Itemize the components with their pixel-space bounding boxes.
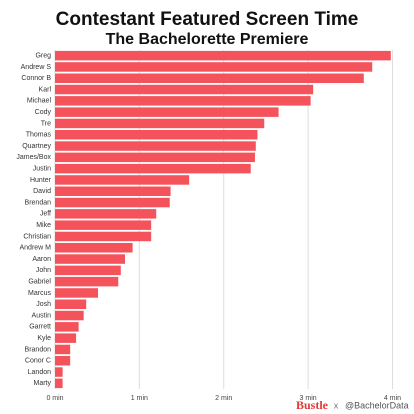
bar	[55, 84, 314, 95]
bar	[55, 197, 170, 208]
y-tick-label: Austin	[32, 312, 52, 319]
bar	[55, 96, 311, 106]
footer-separator: x	[334, 400, 339, 410]
bar	[55, 141, 256, 151]
chart-subtitle: The Bachelorette Premiere	[106, 31, 309, 48]
x-tick-label: 4 min	[384, 395, 401, 402]
y-tick-label: Andrew M	[19, 245, 51, 252]
bar	[55, 73, 364, 83]
x-tick-label: 1 min	[131, 395, 148, 402]
y-tick-label: Connor B	[21, 75, 51, 82]
y-tick-label: Brandon	[25, 346, 52, 353]
bar	[55, 163, 251, 174]
footer-handle: @BachelorData	[345, 400, 409, 410]
footer-brand: Bustle	[296, 398, 329, 412]
y-tick-label: Andrew S	[21, 64, 52, 71]
bar	[55, 378, 63, 389]
bar	[55, 265, 121, 276]
x-tick-label: 3 min	[300, 395, 317, 402]
chart-title: Contestant Featured Screen Time	[56, 9, 359, 30]
y-tick-label: Brendan	[25, 199, 52, 206]
bar	[55, 220, 152, 230]
bar	[55, 299, 87, 309]
x-tick-label: 2 min	[215, 395, 232, 402]
y-tick-label: Tre	[41, 120, 51, 127]
y-tick-label: David	[33, 188, 51, 195]
y-tick-label: Landon	[28, 369, 51, 376]
y-tick-label: Josh	[36, 301, 51, 308]
bar	[55, 107, 279, 117]
y-tick-label: Quartney	[22, 143, 51, 150]
y-tick-label: Christian	[23, 233, 51, 240]
bar	[55, 367, 63, 377]
y-tick-label: Karl	[39, 86, 52, 93]
y-tick-label: Justin	[33, 165, 51, 172]
y-tick-label: Conor C	[25, 358, 51, 365]
y-tick-label: Garrett	[29, 324, 51, 331]
bar	[55, 344, 71, 355]
bar	[55, 310, 84, 321]
bar	[55, 186, 171, 196]
y-tick-label: Hunter	[30, 177, 52, 184]
y-tick-label: Jeff	[40, 211, 51, 218]
bar	[55, 50, 391, 61]
bar	[55, 333, 77, 343]
y-tick-label: Greg	[35, 52, 51, 59]
bar	[55, 243, 133, 253]
bar	[55, 175, 190, 185]
y-tick-label: Thomas	[26, 132, 52, 139]
y-tick-label: Mike	[36, 222, 51, 229]
bar	[55, 356, 71, 366]
bar	[55, 288, 99, 298]
y-tick-label: Kyle	[37, 335, 51, 342]
bar	[55, 152, 255, 163]
y-tick-label: James/Box	[16, 154, 51, 161]
bar	[55, 231, 152, 242]
bar	[55, 62, 373, 72]
y-tick-label: Marty	[34, 380, 52, 387]
bar	[55, 130, 258, 140]
y-tick-label: Gabriel	[28, 278, 51, 285]
bar	[55, 322, 79, 332]
y-tick-label: Marcus	[28, 290, 51, 297]
y-tick-label: Aaron	[32, 256, 51, 263]
y-tick-label: John	[36, 267, 51, 274]
bar	[55, 254, 126, 264]
bar	[55, 276, 119, 287]
bar	[55, 209, 157, 219]
y-tick-label: Michael	[27, 98, 52, 105]
y-tick-label: Cody	[35, 109, 52, 116]
bar	[55, 118, 265, 129]
x-tick-label: 0 min	[46, 395, 63, 402]
